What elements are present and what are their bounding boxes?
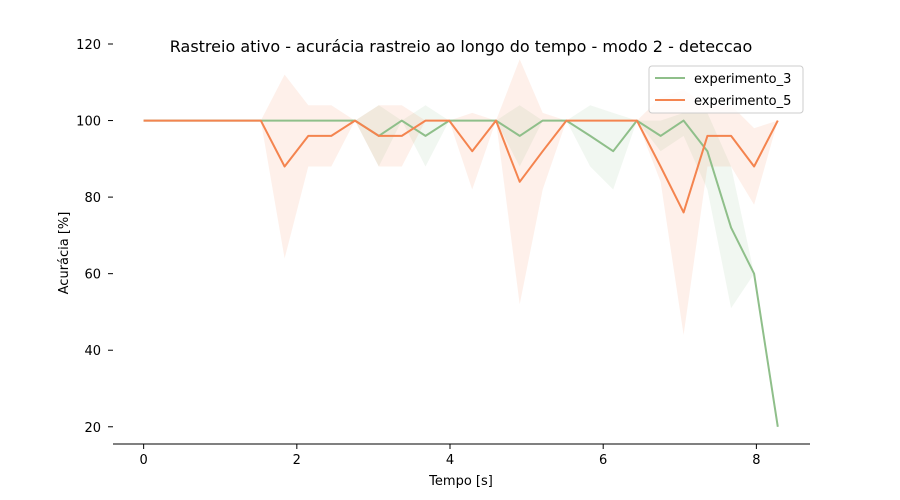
- y-axis-label: Acurácia [%]: [57, 212, 72, 295]
- y-tick-label: 40: [84, 344, 101, 359]
- band-series-2: [143, 59, 778, 335]
- legend-box: [648, 65, 804, 114]
- legend-label-experimento-5: experimento_5: [694, 94, 791, 109]
- y-tick-label: 20: [84, 421, 101, 436]
- x-tick-label: 2: [293, 453, 301, 468]
- y-tick-label: 100: [76, 115, 101, 130]
- x-axis-label: Tempo [s]: [428, 474, 493, 489]
- y-axis-ticks: 20 40 60 80 100 120: [76, 38, 113, 436]
- y-tick-label: 60: [84, 268, 101, 283]
- line-series-2: [143, 119, 779, 214]
- y-tick-label: 80: [84, 191, 101, 206]
- x-tick-label: 8: [752, 453, 760, 468]
- legend: experimento_3 experimento_5: [648, 65, 804, 114]
- x-tick-label: 4: [446, 453, 454, 468]
- chart-title: Rastreio ativo - acurácia rastreio ao lo…: [170, 37, 752, 56]
- x-tick-label: 0: [139, 453, 147, 468]
- legend-label-experimento-3: experimento_3: [694, 72, 791, 87]
- x-axis-ticks: 0 2 4 6 8: [139, 444, 761, 468]
- y-tick-label: 120: [76, 38, 101, 53]
- series-lines: [143, 119, 779, 427]
- band-series-1: [143, 105, 778, 427]
- confidence-bands: [143, 59, 778, 427]
- x-tick-label: 6: [599, 453, 607, 468]
